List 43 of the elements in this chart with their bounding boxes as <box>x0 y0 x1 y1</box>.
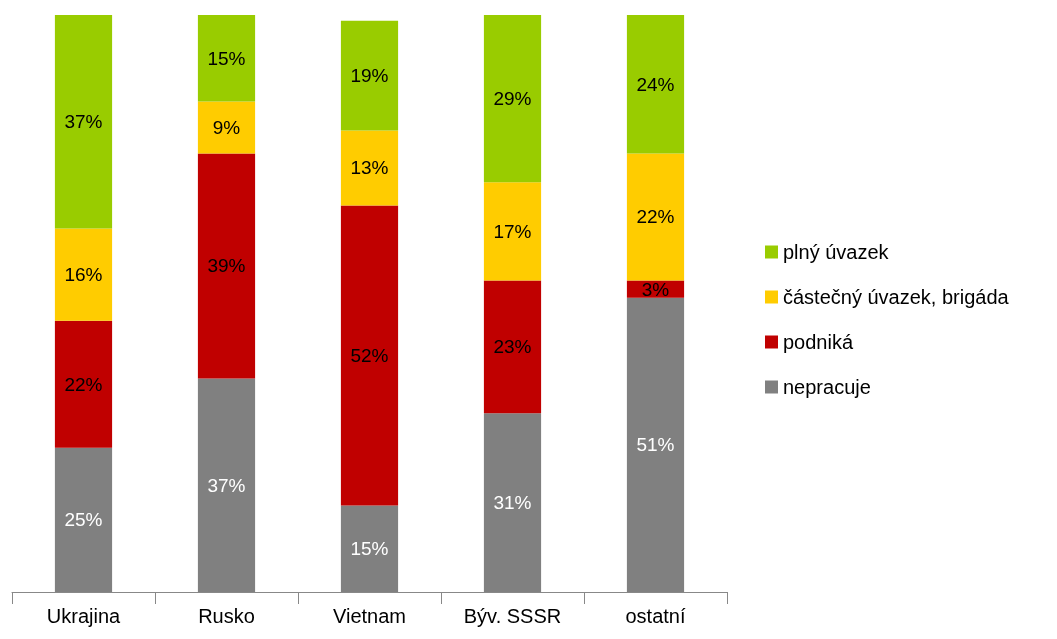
data-label: 25% <box>64 509 103 531</box>
bar <box>626 15 685 154</box>
bar <box>54 15 113 229</box>
data-label: 19% <box>350 65 389 87</box>
data-label: 15% <box>207 47 246 69</box>
x-tick-label: Vietnam <box>332 605 407 627</box>
data-label: 9% <box>212 117 241 139</box>
data-label: 37% <box>207 474 246 496</box>
data-label: 22% <box>64 373 103 395</box>
data-label: 24% <box>636 73 675 95</box>
bar <box>626 153 685 281</box>
bar <box>340 20 399 131</box>
data-label: 39% <box>207 255 246 277</box>
data-label: 22% <box>636 206 675 228</box>
x-tick-label: Ukrajina <box>46 605 122 627</box>
bar <box>483 15 542 183</box>
legend-label: plný úvazek <box>783 241 890 263</box>
legend-label: nepracuje <box>783 376 871 398</box>
data-label: 37% <box>64 111 103 133</box>
data-label: 31% <box>493 492 532 514</box>
data-label: 3% <box>641 278 670 300</box>
data-label: 29% <box>493 88 532 110</box>
bar <box>483 280 542 414</box>
legend-label: částečný úvazek, brigáda <box>783 286 1010 308</box>
bar <box>197 15 256 102</box>
bar <box>54 320 113 448</box>
legend-label: podniká <box>783 331 854 353</box>
bar <box>340 130 399 206</box>
data-label: 23% <box>493 336 532 358</box>
data-label: 52% <box>350 344 389 366</box>
bar <box>54 228 113 321</box>
data-label: 15% <box>350 538 389 560</box>
bar <box>197 101 256 154</box>
data-label: 17% <box>493 220 532 242</box>
data-label: 51% <box>636 434 675 456</box>
x-tick-label: Rusko <box>198 605 255 627</box>
data-label: 13% <box>350 157 389 179</box>
bar <box>340 205 399 506</box>
data-label: 16% <box>64 264 103 286</box>
x-tick-label: Býv. SSSR <box>463 605 562 627</box>
x-tick-label: ostatní <box>625 605 686 627</box>
bar <box>483 182 542 281</box>
bar <box>197 153 256 379</box>
